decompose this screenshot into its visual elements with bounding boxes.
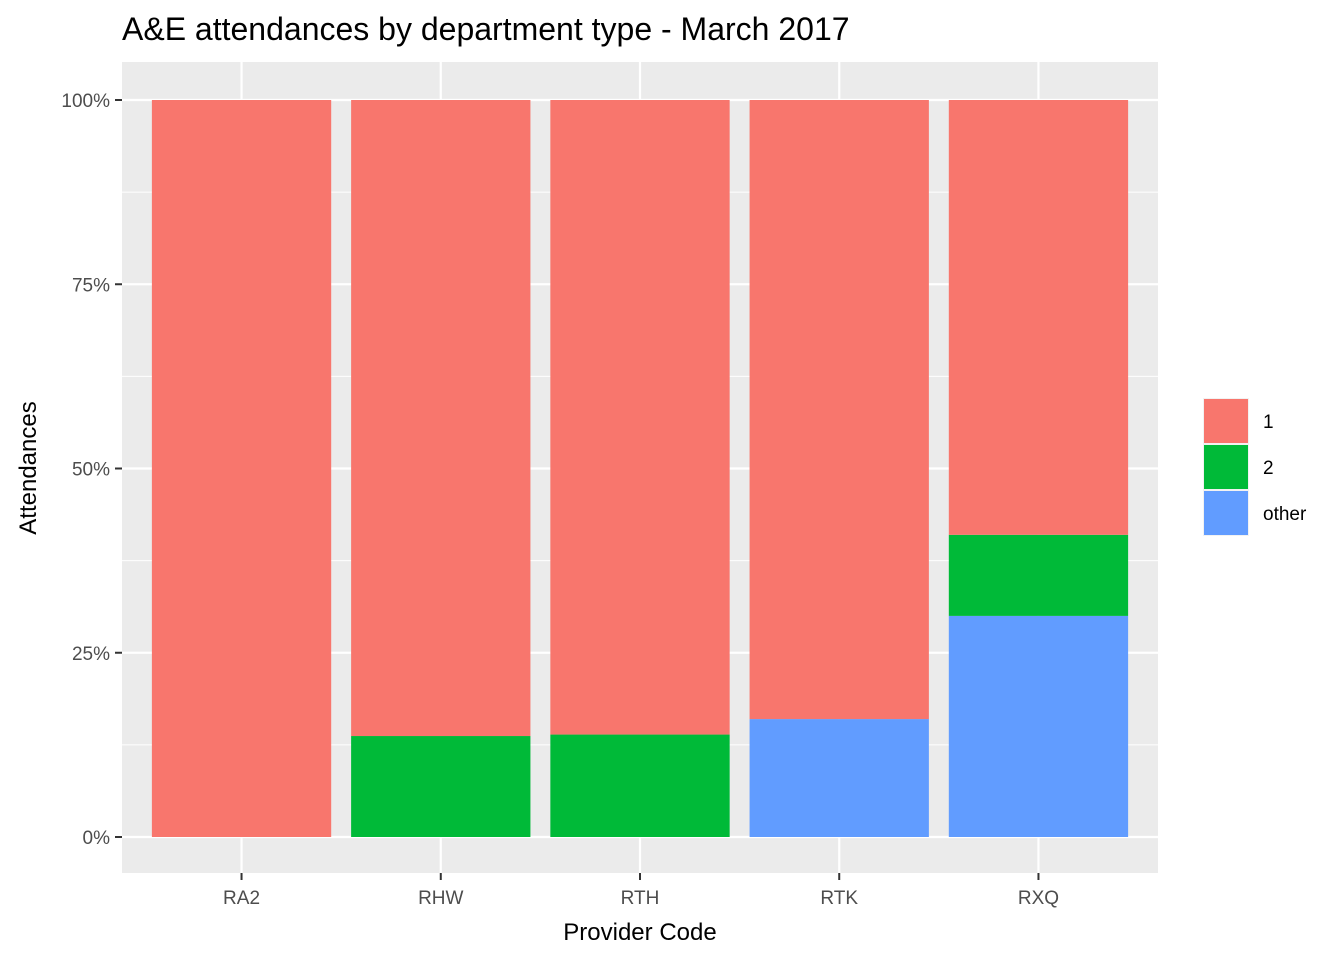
bar-segment <box>948 615 1129 837</box>
bar-segment <box>351 736 531 837</box>
bar-segment <box>550 100 730 735</box>
bar-segment <box>550 734 730 837</box>
x-tick-label: RTK <box>820 888 858 909</box>
bar-segment <box>948 100 1129 535</box>
bar-segment <box>151 100 332 837</box>
bar-segment <box>749 100 929 720</box>
y-tick-label: 25% <box>72 644 110 665</box>
chart-title: A&E attendances by department type - Mar… <box>122 11 850 47</box>
x-axis: RA2 RHW RTH RTK RXQ <box>223 873 1059 909</box>
bars <box>151 100 1129 837</box>
legend-label: 1 <box>1263 412 1274 433</box>
y-tick-label: 0% <box>83 828 111 849</box>
y-tick-label: 100% <box>61 91 110 112</box>
legend-swatch <box>1204 399 1248 443</box>
bar-segment <box>749 719 929 837</box>
legend: 1 2 other <box>1203 398 1307 536</box>
legend-label: other <box>1263 504 1307 525</box>
legend-swatch <box>1204 445 1248 489</box>
bar-segment <box>351 100 531 737</box>
y-tick-label: 75% <box>72 275 110 296</box>
x-tick-label: RHW <box>418 888 463 909</box>
y-axis-title: Attendances <box>15 401 42 534</box>
legend-label: 2 <box>1263 458 1274 479</box>
bar-segment <box>948 534 1129 616</box>
x-axis-title: Provider Code <box>563 919 716 946</box>
y-tick-label: 50% <box>72 460 110 481</box>
y-axis: 0% 25% 50% 75% 100% <box>61 91 122 849</box>
legend-swatch <box>1204 491 1248 535</box>
x-tick-label: RTH <box>621 888 660 909</box>
x-tick-label: RXQ <box>1018 888 1059 909</box>
x-tick-label: RA2 <box>223 888 260 909</box>
